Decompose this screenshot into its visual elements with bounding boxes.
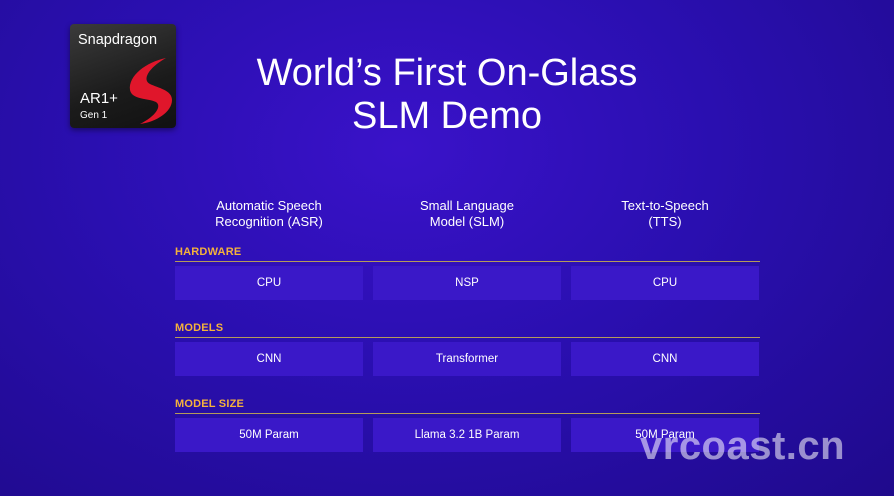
section-label-model-size: MODEL SIZE [175, 398, 245, 410]
model-size-cell-asr: 50M Param [175, 418, 363, 452]
column-header-line: Small Language [420, 198, 514, 213]
column-header-line: Model (SLM) [429, 214, 505, 229]
column-header-asr: Automatic Speech Recognition (ASR) [175, 198, 363, 230]
section-divider [175, 337, 760, 338]
page-title: World’s First On-Glass SLM Demo [0, 52, 894, 138]
section-divider [175, 413, 760, 414]
model-size-cell-tts: 50M Param [571, 418, 759, 452]
hardware-cell-asr: CPU [175, 266, 363, 300]
chip-gen: Gen 1 [80, 110, 108, 121]
chip-brand: Snapdragon [78, 32, 158, 48]
chip-model: AR1+ [80, 90, 118, 107]
section-label-hardware: HARDWARE [175, 246, 242, 258]
hardware-cell-slm: NSP [373, 266, 561, 300]
title-line-2: SLM Demo [351, 95, 543, 137]
column-header-tts: Text-to-Speech (TTS) [571, 198, 759, 230]
column-header-line: (TTS) [648, 214, 682, 229]
column-header-slm: Small Language Model (SLM) [373, 198, 561, 230]
models-cell-asr: CNN [175, 342, 363, 376]
section-label-models: MODELS [175, 322, 224, 334]
models-cell-tts: CNN [571, 342, 759, 376]
watermark: vrcoast.cn [640, 424, 846, 468]
column-header-line: Recognition (ASR) [215, 214, 323, 229]
hardware-cell-tts: CPU [571, 266, 759, 300]
snapdragon-chip-logo: Snapdragon AR1+ Gen 1 [70, 24, 176, 128]
title-line-1: World’s First On-Glass [256, 52, 638, 94]
model-size-cell-slm: Llama 3.2 1B Param [373, 418, 561, 452]
section-divider [175, 261, 760, 262]
column-header-line: Text-to-Speech [621, 198, 709, 213]
snapdragon-s-icon [129, 58, 172, 124]
models-cell-slm: Transformer [373, 342, 561, 376]
column-header-line: Automatic Speech [216, 198, 322, 213]
